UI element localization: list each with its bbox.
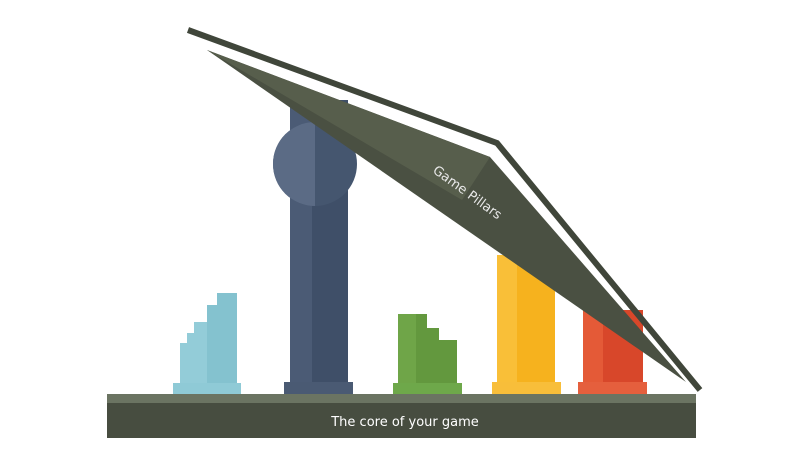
- base-slab: The core of your game: [107, 394, 696, 438]
- pillar-navy: [273, 100, 357, 394]
- roof-slab: Game Pillars: [186, 27, 703, 392]
- pillar-light-blue: [173, 293, 241, 394]
- base-label: The core of your game: [330, 415, 479, 430]
- pillar-green: [393, 314, 462, 394]
